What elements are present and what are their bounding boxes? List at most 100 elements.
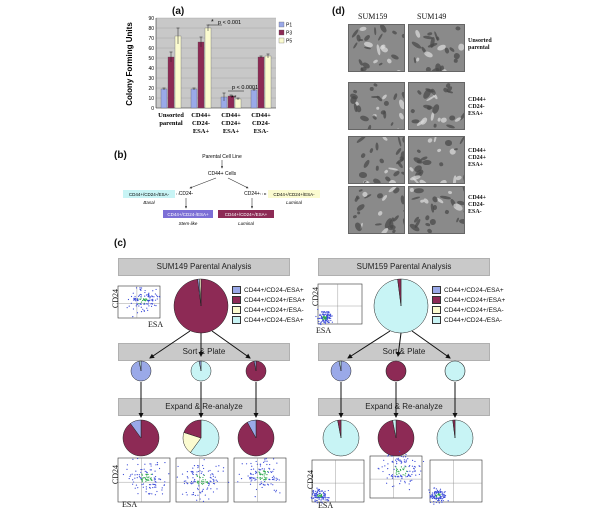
double-star-annotation: ** — [231, 95, 237, 102]
flow-cytometry-plots — [117, 283, 483, 505]
x-category-label: ESA+ — [223, 128, 240, 135]
x-category-label: ESA+ — [193, 128, 210, 135]
x-category-label: CD24+ — [221, 120, 241, 127]
micrograph-image — [348, 82, 405, 130]
sum159-basal-sorted-pie — [444, 360, 466, 382]
row-label-basal: CD44+ CD24- ESA- — [468, 195, 487, 215]
flow-arrow — [411, 330, 451, 359]
cd24-axis-label-149-bottom: CD24 — [111, 464, 121, 485]
sum159-parental-banner: SUM159 Parental Analysis — [318, 258, 490, 276]
luminal-esa-negative-box: CD44+/CD24+/ESA- — [273, 192, 315, 197]
sum149-luminal-expanded-pie — [237, 419, 275, 457]
x-category-label: CD24- — [192, 120, 210, 127]
luminal-label: Luminal — [238, 221, 255, 226]
legend-item: CD44+/CD24+/ESA+ — [244, 296, 306, 304]
y-tick-label: 50 — [148, 56, 154, 62]
legend-item: CD44+/CD24-/ESA+ — [244, 286, 304, 294]
legend-item: CD44+/CD24+/ESA- — [444, 306, 504, 314]
legend-item: CD44+/CD24+/ESA+ — [444, 296, 506, 304]
cd24-axis-label-159: CD24 — [311, 286, 321, 307]
y-tick-label: 30 — [148, 76, 154, 82]
stem-like-phenotype-box: CD44+/CD24-/ESA+ — [167, 212, 209, 217]
micrograph-image — [408, 24, 465, 72]
column-header-sum159: SUM159 — [358, 12, 388, 21]
sum149-stem-flow-plot — [117, 457, 171, 503]
legend-label: P5 — [286, 39, 292, 45]
parental-cell-line-node: Parental Cell Line — [202, 154, 242, 160]
esa-axis-label-159-bottom: ESA — [318, 501, 334, 510]
chart-legend: P1 P3 P5 — [278, 21, 292, 45]
pie-charts — [122, 278, 474, 457]
x-category-label: CD24- — [252, 120, 270, 127]
legend-label: P1 — [286, 23, 292, 29]
x-category-label: CD44+ — [251, 112, 271, 119]
sum149-luminal-sorted-pie — [245, 360, 267, 382]
y-tick-label: 80 — [148, 26, 154, 32]
sum149-parental-banner: SUM149 Parental Analysis — [118, 258, 290, 276]
y-tick-label: 70 — [148, 36, 154, 42]
star-annotation: * — [211, 19, 214, 26]
legend-label: P3 — [286, 31, 292, 37]
row-label-unsorted: Unsorted parental — [468, 38, 492, 51]
flow-arrows — [138, 330, 458, 418]
sum159-parental-flow-plot — [315, 283, 363, 326]
sum149-basal-sorted-pie — [190, 360, 212, 382]
sum159-luminal-flow-plot — [369, 450, 425, 499]
micrograph-image — [408, 136, 465, 184]
y-tick-label: 90 — [148, 16, 154, 22]
sum159-luminal-sorted-pie — [385, 360, 407, 382]
luminal-phenotype-box: CD44+/CD24+/ESA+ — [225, 212, 268, 217]
sum159-legend: CD44+/CD24-/ESA+ CD44+/CD24+/ESA+ CD44+/… — [432, 285, 505, 325]
row-label-luminal: CD44+ CD24+ ESA+ — [468, 148, 487, 168]
legend-item: CD44+/CD24+/ESA- — [244, 306, 304, 314]
sum159-expand-banner: Expand & Re-analyze — [318, 398, 490, 416]
flow-arrow — [347, 330, 391, 359]
sum159-basal-flow-plot — [428, 459, 483, 505]
sum149-expand-banner: Expand & Re-analyze — [118, 398, 290, 416]
flow-arrow — [396, 332, 402, 357]
sum149-luminal-flow-plot — [233, 457, 287, 503]
micrograph-image — [348, 24, 405, 72]
sum149-stem-expanded-pie — [122, 419, 160, 457]
column-header-sum149: SUM149 — [417, 12, 447, 21]
sum159-basal-expanded-pie — [436, 419, 474, 457]
micrograph-image — [408, 82, 465, 130]
y-tick-labels: 0 10 20 30 40 50 60 70 80 90 — [148, 16, 154, 112]
sum149-legend: CD44+/CD24-/ESA+ CD44+/CD24+/ESA+ CD44+/… — [232, 285, 305, 325]
y-tick-label: 60 — [148, 46, 154, 52]
sum159-luminal-expanded-pie — [377, 419, 415, 457]
stem-like-label: Stem-like — [179, 221, 198, 226]
y-tick-label: 10 — [148, 96, 154, 102]
panel-a-label: (a) — [172, 6, 185, 17]
sum149-basal-expanded-pie — [182, 419, 220, 457]
x-category-labels: UnsortedparentalCD44+CD24-ESA+CD44+CD24+… — [158, 112, 271, 135]
esa-axis-label-149-bottom: ESA — [122, 500, 138, 509]
flow-arrow — [149, 330, 191, 359]
cd24-negative-node: CD24- — [179, 191, 194, 197]
legend-item: CD44+/CD24-/ESA- — [444, 316, 502, 324]
sum159-stem-flow-plot — [310, 459, 365, 504]
y-tick-label: 20 — [148, 86, 154, 92]
flow-arrow — [211, 330, 251, 359]
cd24-axis-label-149: CD24 — [111, 288, 121, 309]
x-category-label: CD44+ — [191, 112, 211, 119]
legend-item: CD44+/CD24-/ESA+ — [244, 316, 304, 324]
cd24-axis-label-159-bottom: CD24 — [306, 469, 316, 490]
legend-swatch — [278, 37, 285, 44]
sum159-stem-expanded-pie — [322, 419, 360, 457]
y-tick-label: 0 — [151, 106, 154, 112]
y-axis-label: Colony Forming Units — [125, 22, 134, 106]
micrograph-image — [348, 186, 405, 234]
x-category-label: CD44+ — [221, 112, 241, 119]
bar-series — [160, 24, 272, 109]
lineage-flow-diagram: Parental Cell Line CD44+ Cells CD24- CD2… — [123, 154, 320, 226]
legend-swatch — [278, 21, 285, 28]
cd44-cells-node: CD44+ Cells — [208, 171, 237, 177]
sum159-stem-sorted-pie — [330, 360, 352, 382]
panel-d-label: (d) — [332, 6, 345, 17]
micrograph-image — [348, 136, 405, 184]
row-label-stem: CD44+ CD24- ESA+ — [468, 97, 487, 117]
luminal-label-2: Luminal — [286, 200, 303, 205]
